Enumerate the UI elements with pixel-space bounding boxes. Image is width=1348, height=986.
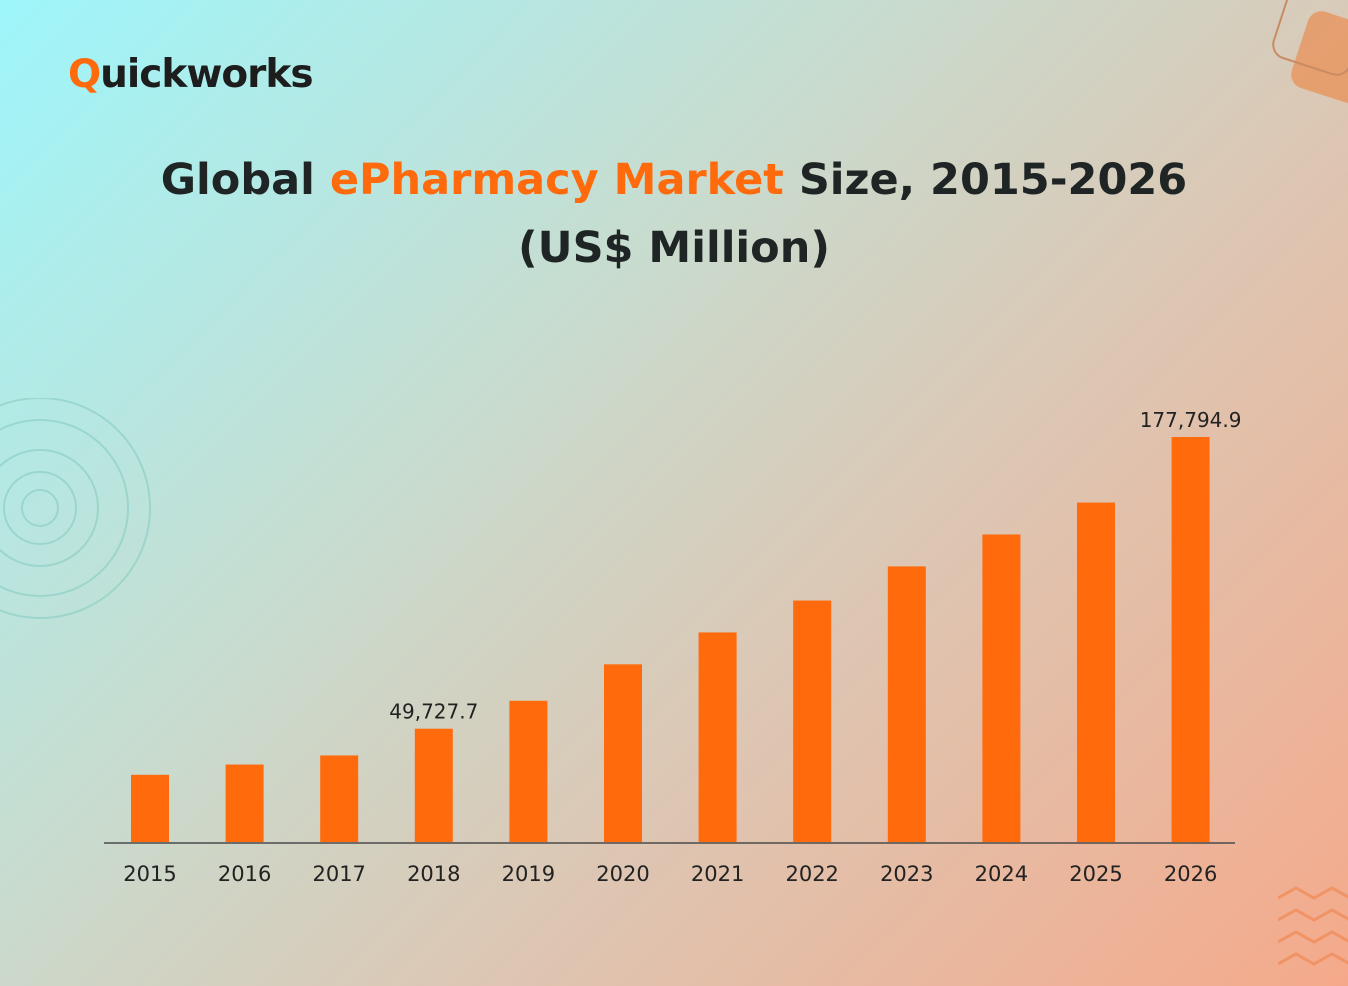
x-tick-label-2025: 2025 (1069, 862, 1122, 886)
bar-2017 (320, 755, 359, 842)
logo-text: uickworks (100, 52, 313, 97)
bar-2024 (982, 534, 1021, 842)
x-tick-label-2020: 2020 (596, 862, 649, 886)
title-highlight: ePharmacy Market (329, 155, 784, 205)
x-tick-label-2018: 2018 (407, 862, 460, 886)
rounded-squares-decoration (1272, 0, 1348, 105)
x-tick-label-2022: 2022 (785, 862, 838, 886)
bar-2026 (1171, 437, 1210, 842)
bar-2018 (414, 728, 453, 842)
chart-title: Global ePharmacy Market Size, 2015-2026 … (0, 146, 1348, 282)
bar-2025 (1077, 502, 1115, 842)
data-label-2026: 177,794.9 (1140, 408, 1242, 432)
title-part-1: Global (160, 155, 330, 205)
x-tick-label-2015: 2015 (123, 862, 176, 886)
x-tick-label-2017: 2017 (312, 862, 365, 886)
title-line-2: (US$ Million) (518, 223, 830, 273)
bar-2015 (131, 774, 169, 842)
concentric-circles-decoration (0, 398, 151, 619)
zigzag-lines-decoration (1278, 886, 1348, 966)
bar-2020 (604, 664, 642, 842)
bar-2022 (793, 600, 832, 842)
bar-2019 (509, 700, 548, 842)
title-part-2: Size, 2015-2026 (783, 155, 1188, 205)
x-tick-label-2026: 2026 (1164, 862, 1217, 886)
logo-initial: Q (68, 52, 101, 97)
bar-2021 (698, 632, 737, 842)
x-tick-label-2021: 2021 (691, 862, 744, 886)
data-label-2018: 49,727.7 (389, 700, 478, 724)
x-tick-label-2024: 2024 (975, 862, 1028, 886)
x-tick-label-2019: 2019 (502, 862, 555, 886)
quickworks-logo: Quickworks (68, 52, 314, 97)
title-line-1: Global ePharmacy Market Size, 2015-2026 (0, 146, 1348, 214)
bar-2023 (887, 566, 926, 842)
x-tick-label-2016: 2016 (218, 862, 271, 886)
x-tick-label-2023: 2023 (880, 862, 933, 886)
bar-2016 (225, 764, 264, 842)
